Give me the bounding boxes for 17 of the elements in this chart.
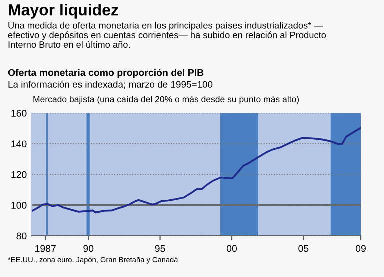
y-tick-label: 160	[12, 110, 27, 117]
x-tick-label: 90	[84, 245, 94, 252]
text: Mercado bajista (una caída del 20% o más desde su punto más alto)	[34, 96, 299, 104]
x-tick-label: 00	[226, 245, 238, 252]
x-tick-label: 09	[356, 245, 366, 252]
x-tick-label: 1987	[36, 245, 56, 252]
x-tick-label: 05	[298, 245, 309, 252]
text: Oferta monetaria como proporción del PIB	[8, 69, 204, 78]
line-series	[32, 127, 361, 214]
chart-title: Mayor liquidez	[9, 4, 118, 19]
text: La información es indexada; marzo de 1995=100	[8, 80, 213, 90]
x-tick-label: 95	[155, 245, 166, 252]
chart-subtitle: Una medida de oferta monetaria en los principales países industrializados* — efectivo y depósitos en cuentas corrientes— ha subido en relación al Producto Interno Bruto en el último año.	[8, 22, 326, 48]
y-tick-label: 140	[12, 140, 27, 148]
y-tick-label: 120	[12, 171, 27, 178]
y-tick-label: 100	[12, 202, 27, 209]
y-tick-label: 80	[16, 232, 27, 240]
